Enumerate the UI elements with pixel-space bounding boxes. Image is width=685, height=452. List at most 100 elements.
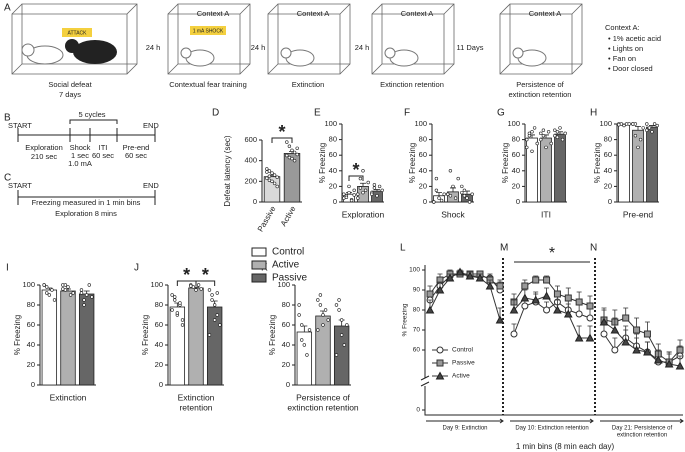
legend-label: Control [452,347,474,354]
context-label: Context A [197,9,230,18]
y-axis-label: % Freezing [13,315,22,355]
data-point [42,283,46,287]
interval: 24 h [146,43,161,52]
y-tick-label: 400 [244,156,257,165]
caption: Extinction [292,80,325,89]
data-point [45,285,49,289]
data-point [363,188,368,193]
error-bar [635,125,641,131]
marker [435,285,445,294]
y-tick-label: 100 [324,119,337,128]
end: END [143,181,159,190]
panel-label: A [4,3,11,14]
marker [563,309,573,318]
legend-label: Passive [452,360,475,367]
y-tick-label: 0 [416,407,420,414]
data-point [339,333,344,337]
data-point [189,284,193,288]
x-axis-label: extinction retention [287,402,359,412]
legend-label: Passive [272,273,307,284]
y-tick-label: 40 [512,166,520,175]
timeline [17,190,156,205]
y-tick-label: 90 [413,287,421,294]
marker [521,302,529,310]
panel-label: F [404,108,410,119]
legend-swatch [251,247,267,257]
segment: 210 sec [31,152,58,161]
marker [531,295,541,304]
data-point [541,134,546,138]
panel-label: N [590,243,597,254]
data-point [356,192,360,196]
marker [621,337,631,346]
panel-label: G [497,108,505,119]
bracket [348,175,364,181]
data-point [442,192,446,196]
panel-label: E [314,108,321,119]
y-tick-label: 100 [599,119,612,128]
legend-label: Control [272,247,304,258]
marker [435,371,445,380]
segment: Exploration 8 mins [55,209,117,218]
context-key-item: • Fan on [608,54,636,63]
x-axis-label: Pre-end [623,209,654,219]
data-point [337,308,341,312]
y-tick-label: 60 [413,347,421,354]
data-point [358,176,363,181]
bar [41,289,58,386]
marker [600,330,608,338]
data-point [321,313,325,317]
day-arrow [510,418,594,424]
data-point [47,293,52,297]
y-tick-label: 600 [244,135,257,144]
day-label: Day 9: Extinction [442,426,487,432]
data-point [462,188,467,193]
data-point [215,313,219,317]
context-key-item: • Lights on [608,44,643,53]
y-tick-label: 0 [608,197,612,206]
y-tick-label: 0 [159,380,163,389]
data-point [207,333,212,337]
marker [676,346,684,354]
y-tick-label: 80 [329,135,337,144]
data-point [460,190,464,195]
day-label: extinction retention [617,433,667,439]
marker [465,271,475,280]
start: START [8,121,32,130]
significance: * [352,160,359,180]
data-point [546,130,551,134]
data-point [84,293,89,297]
context-label: Context A [529,9,562,18]
y-tick-label: 0 [253,197,257,206]
data-point [638,137,643,142]
data-point [453,196,458,200]
x-axis-label: Extinction [50,392,87,402]
y-axis-label: Defeat latency (sec) [223,135,232,206]
data-point [366,180,370,185]
x-tick-label: Active [279,204,298,228]
data-point [544,145,548,150]
x-axis-label: ITI [541,209,551,219]
day-label: Day 10: Extinction retention [515,426,588,432]
marker [575,298,583,306]
data-point [558,126,562,130]
end: END [143,121,159,130]
context-key-item: • 1% acetic acid [608,34,661,43]
data-point [199,287,203,291]
day-arrow [426,418,504,424]
data-point [321,323,325,327]
data-point [50,288,54,292]
interval: 24 h [251,43,266,52]
context-label: Context A [297,9,330,18]
data-point [170,308,174,312]
x-axis-label: Exploration [342,209,385,219]
data-point [339,318,344,322]
data-point [356,196,360,200]
y-tick-label: 80 [512,135,520,144]
schematic-box [11,3,138,75]
marker [543,276,551,284]
x-tick-label: Passive [256,204,278,233]
data-point [295,146,299,150]
data-point [541,128,546,132]
marker [485,281,495,290]
